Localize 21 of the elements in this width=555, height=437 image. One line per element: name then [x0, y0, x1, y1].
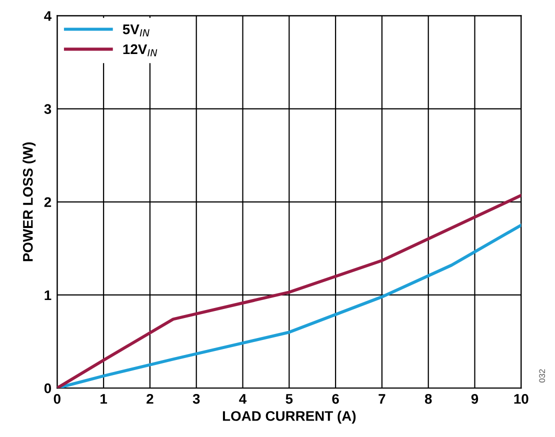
y-tick-label: 4	[44, 11, 52, 21]
x-tick-label: 3	[192, 394, 200, 404]
x-axis-title: LOAD CURRENT (A)	[222, 410, 356, 424]
legend-label: 5V$_{IN}$	[122, 24, 150, 36]
x-tick-label: 1	[100, 394, 108, 404]
x-tick-label: 8	[424, 394, 432, 404]
x-tick-label: 0	[54, 394, 60, 404]
x-tick-label: 10	[514, 394, 528, 404]
y-axis-title: POWER LOSS (W)	[22, 142, 36, 262]
text: 032	[539, 369, 546, 382]
x-tick-label: 2	[146, 394, 154, 404]
legend-label: 12V$_{IN}$	[123, 44, 158, 56]
x-tick-label: 5	[286, 394, 293, 404]
y-tick-label: 2	[44, 197, 52, 207]
y-tick-label: 1	[44, 290, 52, 300]
y-tick-label: 0	[44, 383, 52, 394]
x-tick-label: 9	[471, 394, 478, 404]
y-tick-label: 3	[44, 104, 52, 114]
x-tick-label: 7	[378, 394, 386, 404]
x-tick-label: 4	[239, 394, 247, 404]
x-tick-label: 6	[332, 394, 339, 404]
